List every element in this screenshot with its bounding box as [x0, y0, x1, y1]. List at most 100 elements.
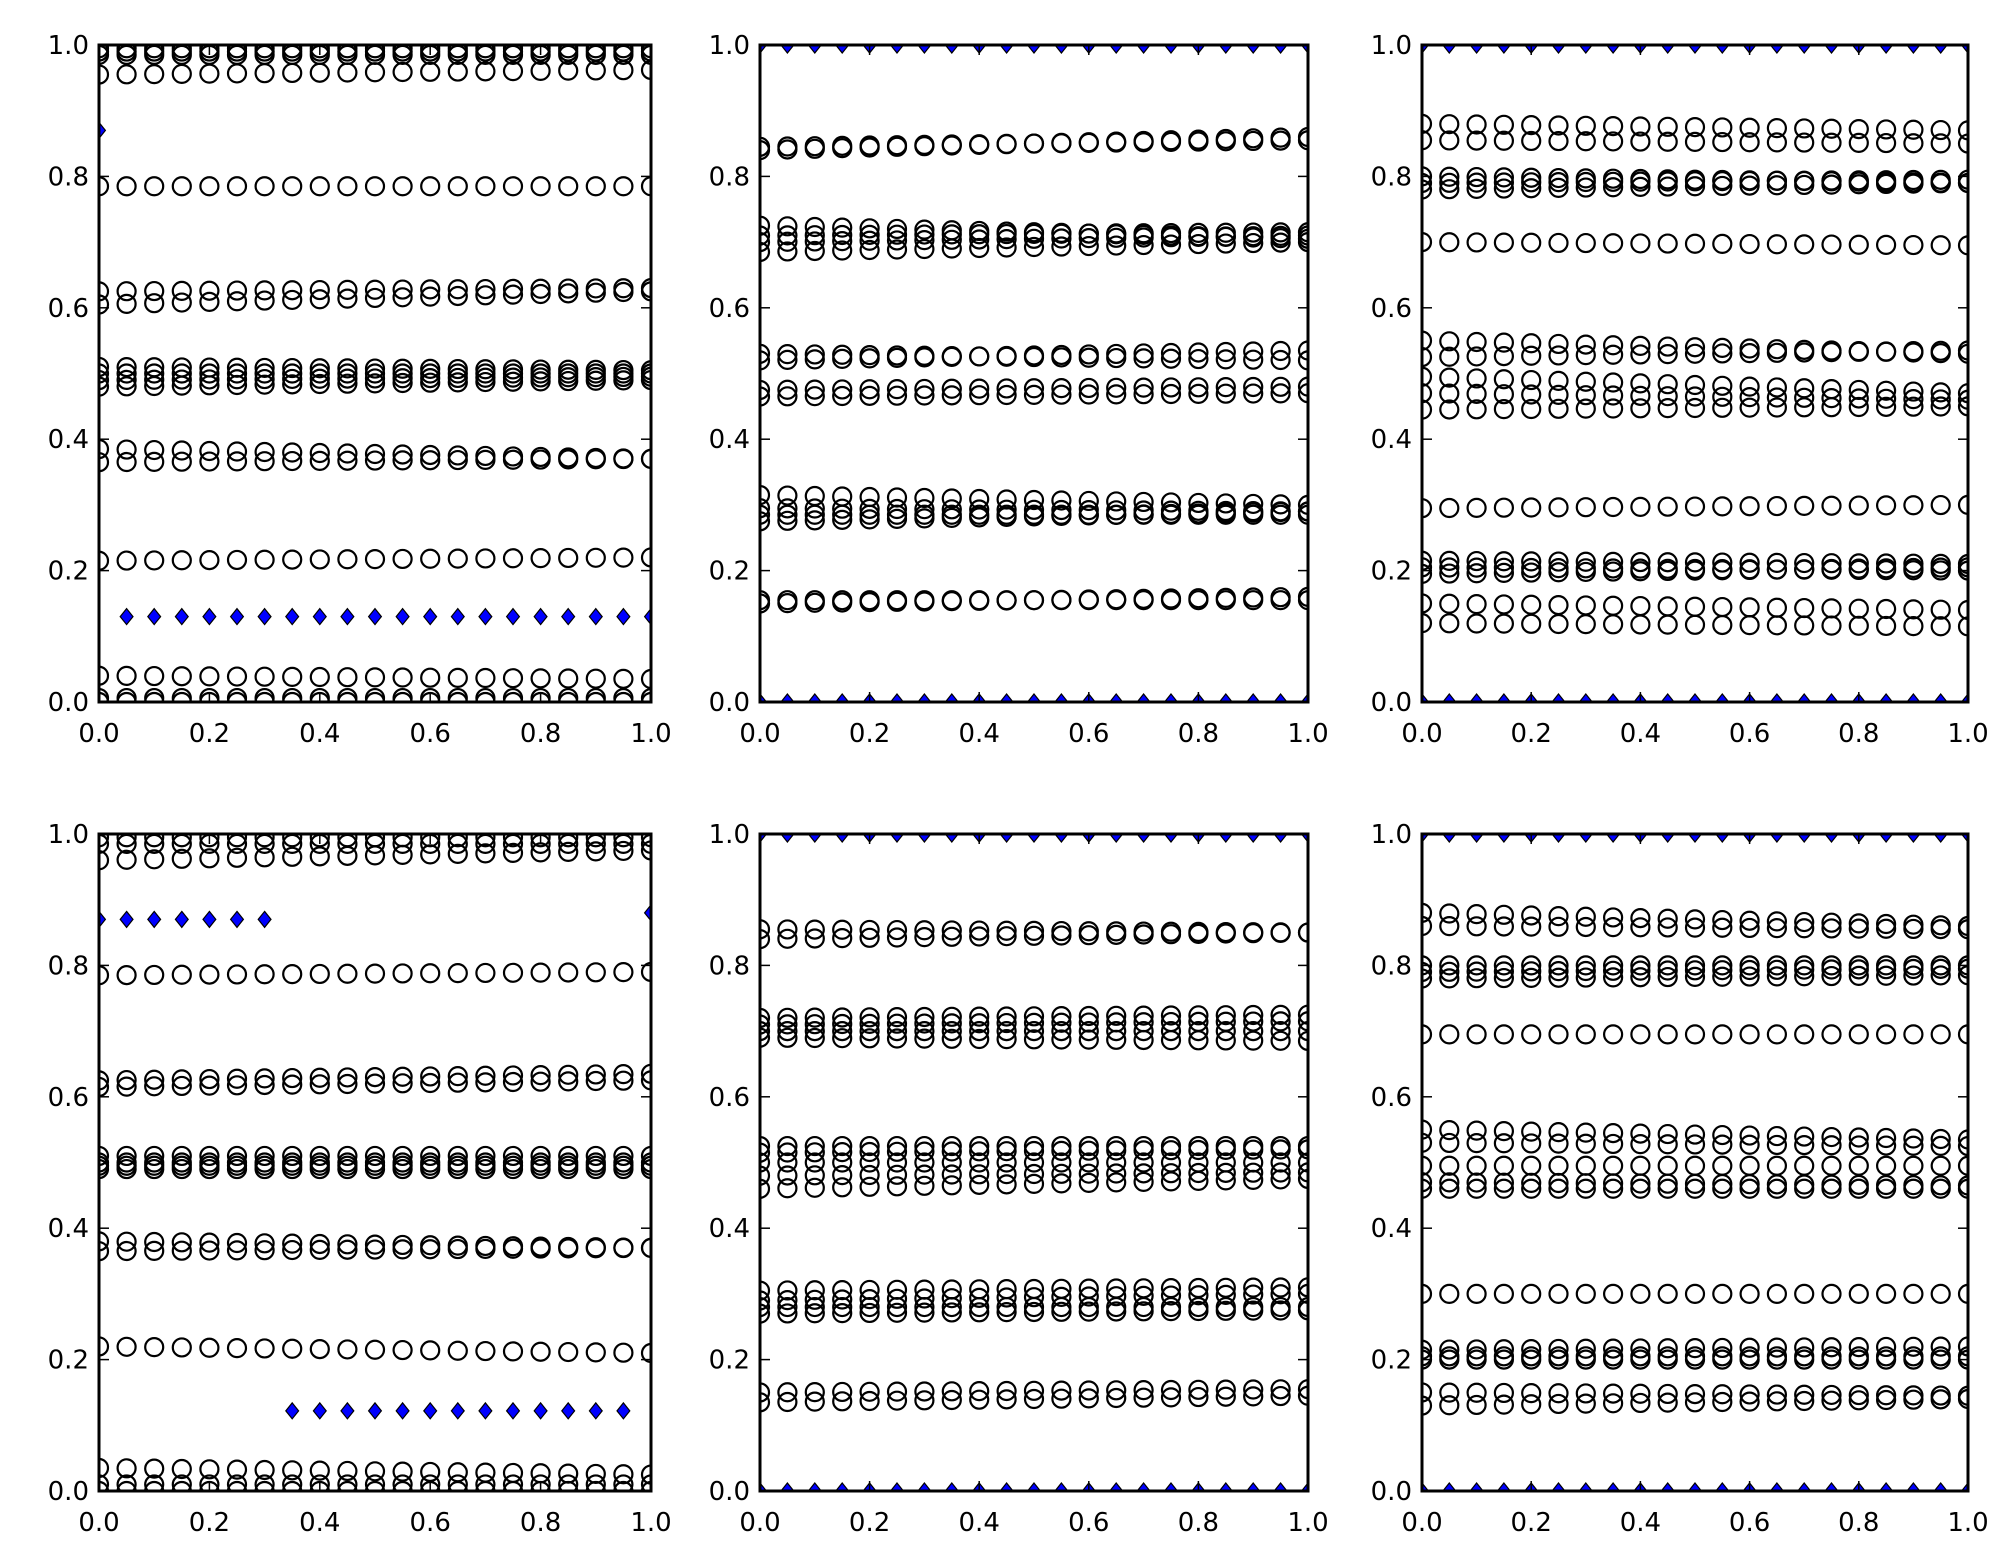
circle-point — [1466, 563, 1487, 584]
y-tick-label: 0.2 — [709, 557, 750, 587]
circle-point — [886, 1007, 908, 1028]
circle-point — [364, 1066, 386, 1088]
circle-point — [886, 347, 908, 368]
circle-point — [1297, 1283, 1308, 1304]
circle-point — [254, 1474, 275, 1491]
circle-point — [1903, 396, 1924, 417]
circle-point — [1521, 967, 1542, 988]
diamond-point — [1878, 693, 1894, 702]
circle-point — [447, 279, 468, 300]
circle-point — [1133, 1163, 1154, 1184]
circle-point — [1106, 491, 1127, 512]
circle-point — [1957, 557, 1968, 578]
circle-point — [1106, 1286, 1127, 1307]
circle-point — [804, 498, 825, 519]
circle-point — [1160, 227, 1182, 248]
circle-point — [1422, 902, 1433, 923]
diamond-point — [1715, 693, 1730, 702]
circle-point — [859, 379, 880, 400]
circle-point — [1684, 1349, 1706, 1370]
circle-point — [1548, 130, 1569, 152]
diamond-point — [1878, 834, 1894, 843]
circle-point — [1821, 170, 1842, 191]
circle-point — [1712, 386, 1733, 407]
circle-point — [1712, 966, 1733, 987]
circle-point — [337, 450, 358, 471]
circle-point — [1023, 345, 1045, 366]
diamond-point — [944, 834, 959, 843]
circle-point — [914, 347, 935, 368]
circle-point — [1903, 914, 1924, 935]
circle-point — [832, 509, 853, 530]
circle-point — [364, 549, 386, 570]
circle-point — [1602, 171, 1624, 192]
circle-point — [1023, 1173, 1045, 1194]
circle-point — [1439, 1382, 1460, 1403]
circle-point — [1160, 1005, 1182, 1026]
circle-point — [502, 1341, 524, 1362]
circle-point — [282, 1067, 303, 1089]
circle-point — [116, 369, 137, 391]
circle-point — [1602, 1133, 1624, 1155]
diamond-point — [1797, 45, 1812, 54]
y-tick-label: 1.0 — [709, 820, 750, 850]
diamond-point — [1136, 834, 1151, 843]
circle-point — [914, 224, 935, 245]
circle-point — [804, 344, 825, 365]
circle-point — [1521, 130, 1542, 152]
diamond-point — [1273, 45, 1288, 54]
x-tick-label: 0.0 — [1401, 1508, 1442, 1538]
circle-point — [886, 379, 908, 400]
circle-point — [1160, 383, 1182, 405]
circle-point — [254, 1145, 275, 1167]
circle-point — [1848, 234, 1869, 255]
diamond-point — [1218, 45, 1233, 54]
circle-point — [760, 919, 771, 940]
diamond-point — [1273, 693, 1288, 702]
circle-point — [1106, 1387, 1127, 1409]
circle-point — [1215, 233, 1236, 254]
circle-point — [886, 498, 908, 520]
circle-point — [337, 687, 358, 702]
circle-point — [941, 488, 962, 509]
x-tick-label: 0.4 — [1620, 719, 1661, 749]
circle-point — [502, 1155, 524, 1176]
circle-point — [1821, 1390, 1842, 1411]
circle-point — [1422, 498, 1433, 519]
circle-point — [969, 1287, 990, 1308]
circle-point — [760, 379, 771, 401]
circle-point — [914, 1302, 935, 1323]
circle-point — [1188, 1152, 1209, 1173]
circle-point — [1903, 1389, 1924, 1410]
circle-point — [613, 370, 634, 391]
circle-point — [804, 1303, 825, 1324]
diamond-point — [1769, 693, 1785, 702]
circle-point — [116, 691, 137, 702]
circle-point — [1794, 959, 1815, 980]
circle-point — [1657, 552, 1678, 573]
diamond-point — [1469, 834, 1484, 843]
circle-point — [530, 1474, 551, 1491]
circle-point — [804, 225, 825, 246]
circle-point — [1739, 376, 1760, 397]
x-tick-label: 0.6 — [1729, 719, 1770, 749]
circle-point — [1657, 966, 1678, 988]
diamond-point — [1960, 834, 1968, 843]
circle-point — [447, 176, 468, 197]
circle-point — [337, 373, 358, 394]
circle-point — [760, 343, 771, 364]
circle-point — [832, 1020, 853, 1042]
circle-point — [1422, 563, 1433, 584]
diamond-point — [395, 1401, 410, 1420]
circle-point — [1521, 1178, 1542, 1199]
diamond-point — [1660, 45, 1675, 54]
circle-point — [832, 1296, 853, 1318]
circle-point — [1160, 1285, 1182, 1306]
circle-point — [1575, 967, 1596, 988]
circle-point — [1657, 1392, 1678, 1413]
circle-point — [1657, 908, 1678, 929]
circle-point — [558, 691, 579, 702]
circle-point — [777, 1014, 798, 1035]
diamond-point — [533, 1401, 548, 1420]
circle-point — [1657, 398, 1678, 419]
